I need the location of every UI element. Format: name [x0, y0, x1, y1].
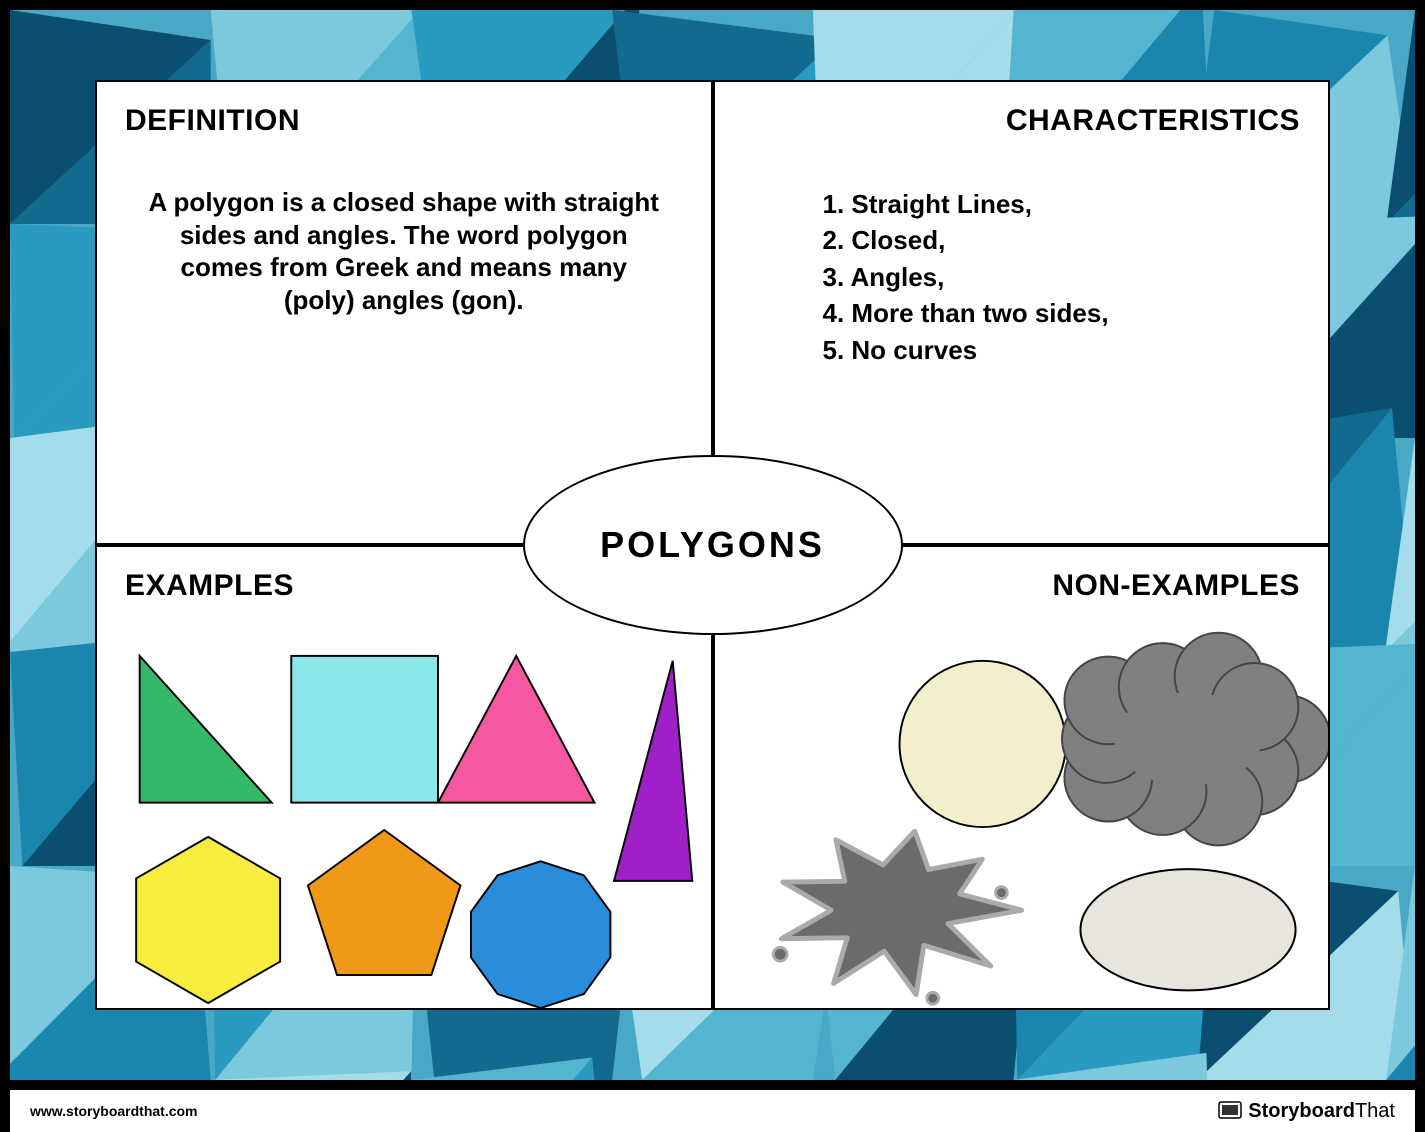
footer-url: www.storyboardthat.com: [30, 1103, 198, 1119]
characteristics-list: 1. Straight Lines, 2. Closed, 3. Angles,…: [743, 186, 1301, 368]
center-oval: POLYGONS: [523, 455, 903, 635]
brand-light: That: [1355, 1100, 1395, 1122]
definition-text: A polygon is a closed shape with straigh…: [125, 186, 683, 316]
definition-title: DEFINITION: [125, 104, 683, 138]
frayer-model-grid: DEFINITION A polygon is a closed shape w…: [95, 80, 1330, 1010]
footer-brand: StoryboardThat: [1218, 1100, 1395, 1123]
characteristics-title: CHARACTERISTICS: [743, 104, 1301, 138]
list-item: 5. No curves: [823, 332, 1301, 368]
nonexamples-shapes: [715, 607, 1329, 1008]
poster-frame: DEFINITION A polygon is a closed shape w…: [10, 10, 1415, 1080]
list-item: 3. Angles,: [823, 259, 1301, 295]
center-title: POLYGONS: [600, 524, 825, 566]
examples-shapes: [97, 607, 711, 1008]
list-item: 4. More than two sides,: [823, 295, 1301, 331]
footer-bar: www.storyboardthat.com StoryboardThat: [10, 1090, 1415, 1132]
list-item: 1. Straight Lines,: [823, 186, 1301, 222]
storyboard-icon: [1218, 1101, 1242, 1121]
brand-strong: Storyboard: [1248, 1100, 1355, 1122]
list-item: 2. Closed,: [823, 222, 1301, 258]
